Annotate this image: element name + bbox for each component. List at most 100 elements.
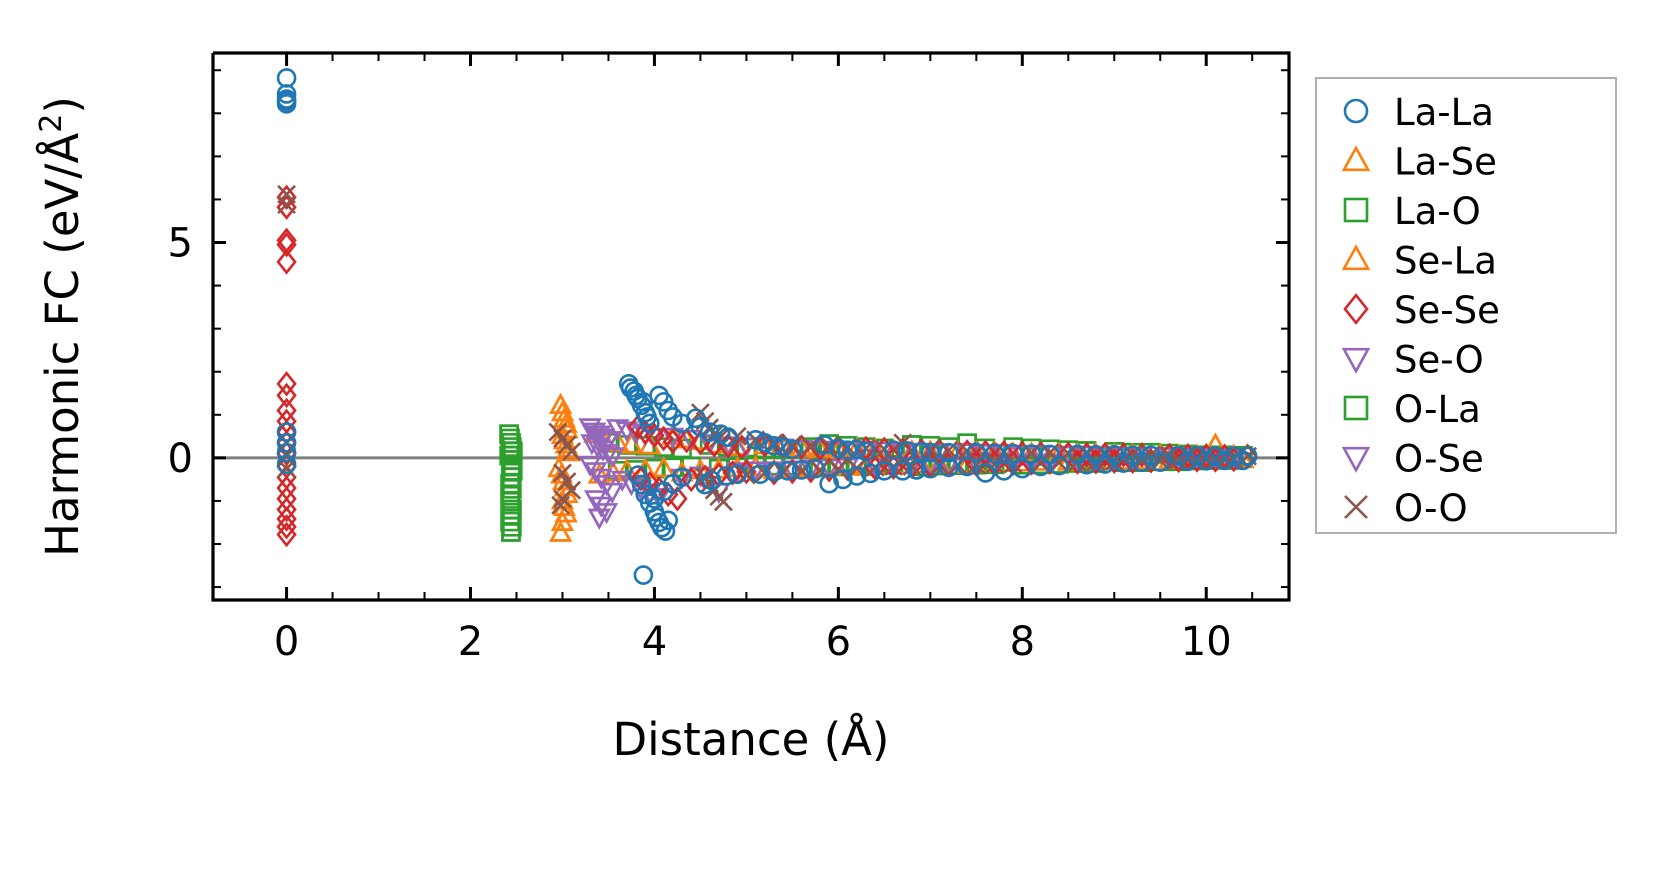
- data-point: [276, 442, 297, 463]
- data-point: [814, 435, 835, 455]
- data-point: [956, 439, 978, 465]
- series-se-se: [276, 184, 1258, 548]
- data-point: [828, 438, 849, 459]
- data-point: [777, 460, 798, 481]
- data-point: [503, 441, 523, 462]
- data-point: [1031, 453, 1051, 473]
- data-point: [676, 427, 697, 454]
- data-point: [860, 463, 881, 484]
- data-point: [584, 490, 608, 512]
- legend-marker-square-icon: [1343, 395, 1369, 421]
- data-point: [872, 441, 896, 463]
- data-point: [764, 436, 784, 456]
- data-point: [1049, 455, 1069, 476]
- x-tick-label: 0: [274, 619, 299, 665]
- data-point: [276, 194, 297, 220]
- data-point: [745, 429, 766, 450]
- legend-marker-triangle-down-icon: [1341, 347, 1371, 374]
- legend-marker-triangle-up-icon: [1341, 244, 1371, 271]
- data-point: [553, 489, 572, 509]
- data-point: [628, 465, 648, 485]
- legend-item-o-o[interactable]: O-O: [1344, 487, 1468, 530]
- legend-label: O-La: [1394, 388, 1481, 431]
- data-point: [553, 463, 572, 483]
- data-point: [596, 431, 621, 453]
- data-point: [1159, 442, 1180, 468]
- data-point: [501, 467, 521, 488]
- data-point: [937, 455, 961, 477]
- axes-spines: [211, 51, 1291, 602]
- data-point: [1049, 453, 1069, 473]
- legend-item-se-la[interactable]: Se-La: [1341, 240, 1497, 283]
- legend-frame: [1315, 77, 1617, 534]
- data-point: [1094, 441, 1116, 468]
- data-point: [554, 411, 578, 433]
- data-point: [837, 440, 858, 460]
- data-point: [500, 511, 520, 532]
- data-point: [983, 440, 1007, 462]
- legend-label: Se-La: [1394, 240, 1497, 283]
- data-point: [846, 439, 867, 460]
- data-point: [1076, 454, 1097, 475]
- data-point: [589, 468, 613, 490]
- data-point: [884, 457, 903, 476]
- data-point: [906, 460, 927, 480]
- data-point: [883, 440, 904, 460]
- legend-item-la-se[interactable]: La-Se: [1341, 141, 1497, 184]
- data-point: [276, 249, 297, 275]
- data-point: [276, 184, 297, 210]
- data-point: [1237, 446, 1258, 466]
- data-point: [1150, 452, 1171, 472]
- series-la-la: [276, 68, 1258, 585]
- data-point: [966, 442, 987, 463]
- legend-item-la-la[interactable]: La-La: [1343, 91, 1494, 134]
- legend-item-la-o[interactable]: La-O: [1343, 190, 1481, 233]
- data-point: [1019, 441, 1044, 463]
- data-point: [499, 445, 519, 466]
- data-point: [633, 565, 654, 585]
- data-point: [276, 91, 297, 112]
- data-point: [277, 459, 296, 479]
- data-point: [549, 392, 573, 414]
- data-point: [1076, 441, 1097, 468]
- data-point: [897, 441, 918, 461]
- data-point: [1003, 443, 1023, 464]
- legend: La-La La-Se La-O Se-La Se-Se Se-O O-La O-Se O-O: [1315, 77, 1617, 534]
- data-point: [631, 474, 652, 495]
- legend-label: Se-O: [1394, 339, 1484, 382]
- data-point: [501, 522, 521, 542]
- data-point: [550, 509, 575, 531]
- legend-label: La-Se: [1394, 141, 1497, 184]
- data-point: [938, 457, 959, 478]
- data-point: [754, 432, 775, 458]
- data-point: [276, 454, 297, 475]
- data-point: [984, 443, 1005, 464]
- data-point: [276, 506, 297, 532]
- data-point: [791, 460, 812, 480]
- legend-item-o-la[interactable]: O-La: [1343, 388, 1481, 431]
- data-point: [1168, 447, 1189, 474]
- x-tick-label: 6: [826, 619, 851, 665]
- data-point: [973, 444, 998, 466]
- legend-marker-triangle-down-icon: [1341, 446, 1371, 473]
- legend-marker-diamond-icon: [1343, 293, 1369, 325]
- y-axis-title: Harmonic FC (eV/Å2): [34, 96, 90, 557]
- data-point: [750, 464, 770, 485]
- data-point: [1095, 454, 1115, 474]
- data-point: [276, 514, 297, 540]
- legend-item-o-se[interactable]: O-Se: [1341, 438, 1484, 481]
- data-point: [276, 496, 297, 523]
- data-point: [672, 467, 692, 488]
- legend-label: O-Se: [1394, 438, 1484, 481]
- legend-label: La-La: [1394, 91, 1494, 134]
- y-tick-label: 5: [168, 221, 193, 267]
- data-point: [938, 442, 959, 463]
- legend-item-se-se[interactable]: Se-Se: [1343, 289, 1500, 332]
- data-point: [713, 492, 733, 512]
- data-point: [562, 441, 582, 461]
- data-point: [601, 447, 625, 469]
- legend-label: Se-Se: [1394, 289, 1500, 332]
- x-tick-label: 4: [642, 619, 667, 665]
- data-point: [833, 469, 853, 490]
- legend-item-se-o[interactable]: Se-O: [1341, 339, 1484, 382]
